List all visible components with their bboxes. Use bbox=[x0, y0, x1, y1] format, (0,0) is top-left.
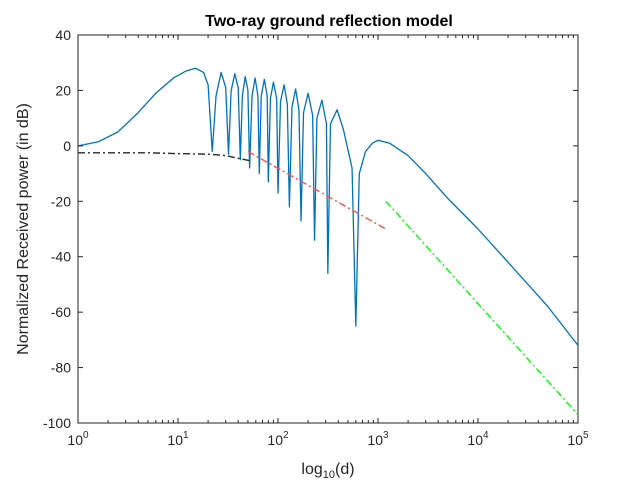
y-tick-label: 40 bbox=[55, 27, 71, 43]
y-tick-label: -20 bbox=[51, 193, 71, 209]
series-slope-40db bbox=[385, 200, 579, 416]
plot-area bbox=[77, 34, 579, 424]
y-tick-labels: 40 20 0 -20 -40 -60 -80 -100 bbox=[43, 27, 71, 431]
series-free-space bbox=[78, 152, 253, 162]
x-tick-label: 102 bbox=[267, 430, 289, 448]
y-tick-label: -60 bbox=[51, 304, 71, 320]
x-tick-label: 103 bbox=[367, 430, 389, 448]
x-tick-labels: 100 101 102 103 104 105 bbox=[67, 430, 589, 448]
x-axis-label-sub: 10 bbox=[323, 469, 335, 481]
y-tick-label: -100 bbox=[43, 415, 71, 431]
x-axis-label: log10(d) bbox=[301, 461, 354, 481]
x-axis-label-post: (d) bbox=[335, 461, 355, 478]
chart-title: Two-ray ground reflection model bbox=[205, 13, 453, 30]
x-tick-label: 105 bbox=[567, 430, 589, 448]
tick-layer bbox=[77, 34, 579, 424]
x-tick-label: 104 bbox=[467, 430, 489, 448]
x-axis-label-pre: log bbox=[301, 461, 322, 478]
x-tick-label: 101 bbox=[167, 430, 189, 448]
y-tick-label: -80 bbox=[51, 360, 71, 376]
y-tick-label: -40 bbox=[51, 249, 71, 265]
y-tick-label: 20 bbox=[55, 82, 71, 98]
series-layer bbox=[77, 67, 579, 416]
y-tick-label: 0 bbox=[63, 138, 71, 154]
series-slope-20db bbox=[247, 150, 387, 230]
x-tick-label: 100 bbox=[67, 430, 89, 448]
y-axis-label: Normalized Received power (in dB) bbox=[15, 103, 32, 355]
series-two-ray bbox=[77, 67, 579, 346]
